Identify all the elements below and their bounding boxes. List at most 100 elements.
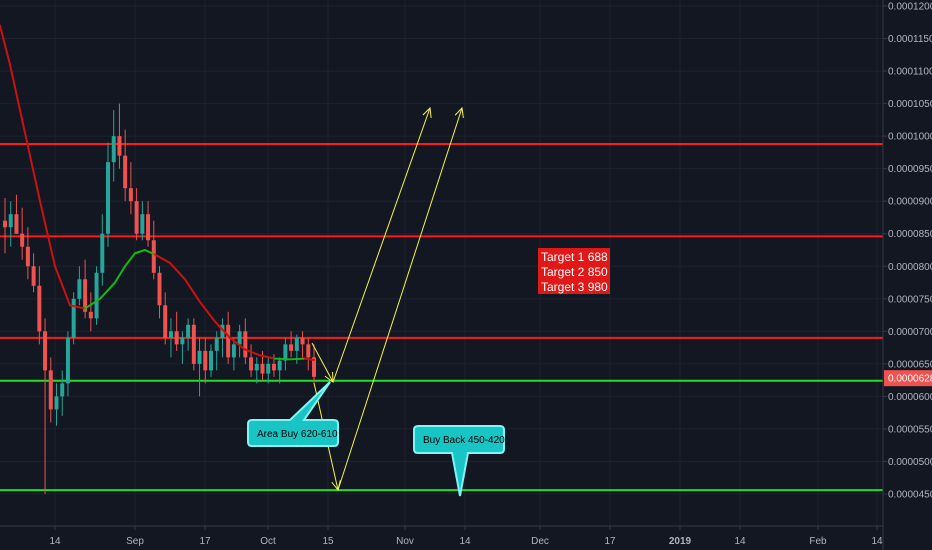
- y-tick-label: 0.0000450: [888, 490, 932, 501]
- candle-body: [151, 240, 156, 273]
- candle: [306, 337, 311, 371]
- candle-body: [289, 344, 294, 351]
- candle: [203, 337, 208, 384]
- y-tick-label: 0.0001150: [888, 34, 932, 45]
- candle: [312, 344, 316, 384]
- candle: [25, 227, 30, 280]
- candle-body: [94, 272, 99, 319]
- candle-body: [140, 214, 145, 234]
- x-axis[interactable]: 14 Sep 17 Oct 15 Nov 14 Dec 17 2019 14 Feb 14: [0, 525, 883, 547]
- callouts: Target 1 688 Target 2 850 Target 3 980 A…: [247, 248, 610, 497]
- ma-segment: [144, 249, 156, 256]
- ma-segment: [99, 281, 116, 300]
- candle-body: [48, 370, 53, 410]
- candle-body: [60, 383, 65, 397]
- candle-body: [117, 136, 122, 156]
- ma-segment: [274, 357, 291, 361]
- candle-body: [168, 331, 173, 338]
- candle: [54, 383, 59, 426]
- target-box[interactable]: Target 1 688 Target 2 850 Target 3 980: [538, 248, 610, 294]
- ma-segment: [114, 265, 126, 284]
- candle-body: [83, 279, 88, 312]
- candle: [214, 331, 219, 371]
- y-tick-label: 0.0000850: [888, 229, 932, 240]
- x-tick-label: Sep: [126, 536, 144, 547]
- candle: [168, 318, 173, 358]
- candle: [226, 311, 231, 364]
- ma-segment: [154, 253, 171, 265]
- moving-average: [0, 24, 315, 361]
- ma-segment: [169, 262, 186, 281]
- x-tick-label: 2019: [669, 536, 692, 547]
- current-price-tag: 0.0000628: [884, 370, 932, 387]
- ma-segment: [244, 348, 261, 357]
- y-tick-label: 0.0000500: [888, 457, 932, 468]
- candle-body: [231, 344, 236, 358]
- candle-body: [128, 188, 133, 202]
- candle-body: [243, 331, 248, 358]
- candle-body: [209, 350, 213, 371]
- candle: [94, 266, 99, 325]
- target-2-label: Target 2 850: [541, 265, 608, 279]
- projection-arrow-up-1: [332, 107, 431, 383]
- candle-body: [157, 272, 162, 306]
- buy-back-callout[interactable]: Buy Back 450-420: [413, 425, 505, 497]
- y-tick-label: 0.0001100: [888, 67, 932, 78]
- candle: [134, 188, 139, 241]
- ma-segment: [229, 336, 246, 351]
- x-tick-label: Oct: [260, 536, 276, 547]
- y-axis[interactable]: 0.0001200 0.0001150 0.0001100 0.0001050 0.00…: [882, 0, 932, 550]
- y-tick-label: 0.0000600: [888, 392, 932, 403]
- candle: [197, 337, 202, 397]
- candle-body: [14, 214, 19, 234]
- candle: [146, 201, 151, 247]
- candle: [8, 201, 13, 247]
- buy-back-label: Buy Back 450-420: [423, 435, 505, 446]
- y-tick-label: 0.0001200: [888, 2, 932, 13]
- candle: [106, 142, 110, 247]
- ma-segment: [199, 301, 216, 323]
- candle-body: [37, 285, 42, 332]
- candle: [111, 110, 116, 182]
- candle: [60, 370, 65, 416]
- ma-segment: [259, 354, 276, 360]
- candle: [174, 311, 179, 351]
- candle: [43, 318, 48, 494]
- candle: [237, 324, 242, 358]
- x-tick-label: 14: [734, 536, 746, 547]
- x-tick-label: Nov: [396, 536, 414, 547]
- candle: [289, 331, 294, 358]
- candle-body: [106, 162, 110, 234]
- ma-segment: [54, 265, 71, 307]
- x-tick-label: 14: [459, 536, 471, 547]
- candle: [191, 318, 196, 371]
- candle: [37, 266, 42, 345]
- candle: [300, 331, 305, 358]
- candle-body: [283, 344, 288, 361]
- candle-body: [88, 311, 93, 319]
- ma-segment: [69, 304, 86, 310]
- candle-body: [277, 360, 282, 371]
- ma-segment: [184, 278, 201, 304]
- x-tick-label: 15: [322, 536, 334, 547]
- projection-arrow-down-1: [311, 342, 334, 383]
- area-buy-callout[interactable]: Area Buy 620-610: [247, 381, 339, 447]
- candle-body: [294, 337, 299, 351]
- candle-body: [20, 233, 25, 247]
- candle-body: [134, 201, 139, 234]
- candle-body: [123, 155, 128, 189]
- candle: [209, 344, 213, 377]
- candle: [277, 357, 282, 384]
- ma-segment: [0, 24, 11, 66]
- candle-body: [306, 344, 311, 358]
- target-3-label: Target 3 980: [541, 280, 608, 294]
- y-tick-label: 0.0001050: [888, 99, 932, 110]
- candle-body: [254, 363, 259, 371]
- candle: [231, 337, 236, 371]
- candle: [48, 357, 53, 423]
- candle-body: [65, 337, 70, 384]
- candle-body: [163, 305, 168, 338]
- candle: [117, 103, 122, 169]
- candle-body: [214, 337, 219, 351]
